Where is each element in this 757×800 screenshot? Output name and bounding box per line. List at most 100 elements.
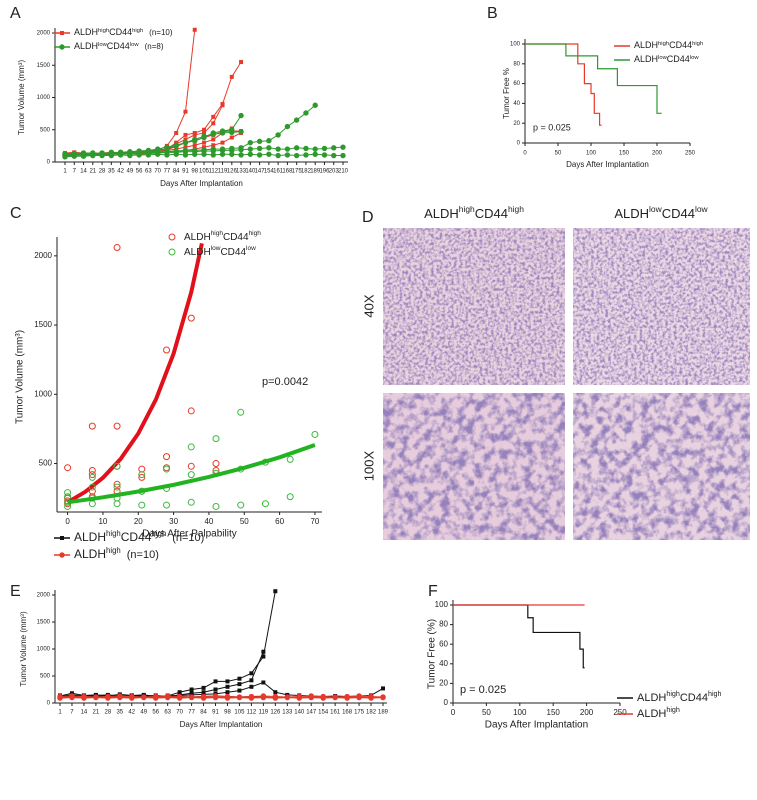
x-tick-label: 40 [204,517,213,526]
marker [225,684,230,689]
marker [64,502,72,510]
marker [88,473,96,481]
y-tick-label: 80 [439,620,448,629]
y-tick-label: 1500 [37,620,51,626]
marker [312,146,318,152]
y-tick-label: 1000 [37,95,51,101]
marker [213,687,218,692]
x-tick-label: 0 [523,151,527,157]
y-axis-title: Tumor Volume (mm³) [17,60,26,136]
x-tick-label: 98 [191,169,198,175]
x-tick-label: 56 [152,710,159,716]
x-tick-label: 35 [116,710,123,716]
marker [64,489,72,497]
x-axis-title: Days After Implantation [180,720,263,729]
panel-letter: A [10,5,21,22]
y-tick-label: 80 [513,61,520,67]
marker [229,129,235,136]
marker [381,686,385,691]
series-line [59,591,276,698]
marker [311,430,319,438]
x-tick-label: 112 [247,710,257,716]
x-tick-label: 196 [319,169,330,175]
marker [273,690,278,695]
marker [88,483,96,491]
x-tick-label: 200 [580,708,594,717]
column-label: ALDHlowCD44low [614,204,708,221]
marker [62,150,68,157]
y-tick-label: 2000 [37,31,51,37]
y-tick-label: 100 [435,600,449,609]
y-tick-label: 1000 [37,647,51,653]
marker [256,138,263,145]
series-line [64,104,316,156]
x-tick-label: 175 [292,169,303,175]
marker [249,684,254,689]
marker [187,471,195,479]
marker [247,151,254,157]
x-tick-label: 112 [208,169,218,175]
x-tick-label: 50 [240,517,249,526]
marker [261,654,266,659]
x-tick-label: 35 [108,169,115,175]
x-tick-label: 91 [182,169,189,175]
chart: 0 500 1000 1500 2000 1 7 14 21 28 35 42 49 56 63 70 77 84… [19,529,389,730]
marker [368,693,374,700]
x-tick-label: 7 [70,710,74,716]
marker [187,443,195,451]
marker [88,422,96,430]
marker [321,145,328,152]
marker [266,145,272,151]
y-tick-label: 1000 [34,389,52,398]
marker [145,152,152,158]
marker [183,145,188,150]
x-tick-label: 49 [140,710,147,716]
x-tick-label: 1 [58,710,62,716]
marker [164,152,170,158]
legend-label: ALDHlowCD44low [74,41,139,51]
legend-label: ALDHhigh [74,546,121,562]
marker [176,693,183,700]
marker [266,138,272,144]
x-tick-label: 70 [176,710,183,716]
marker [261,500,269,508]
marker [183,137,188,142]
marker [272,693,279,700]
marker [356,693,362,699]
marker [303,152,309,158]
marker [286,455,294,463]
marker [284,694,290,700]
marker [238,112,244,119]
marker [113,422,121,430]
x-tick-label: 84 [200,710,207,716]
y-tick-label: 20 [513,121,520,127]
marker [113,244,121,252]
marker [183,109,188,114]
marker [332,694,338,700]
marker [202,140,206,145]
marker [224,693,231,700]
marker [212,693,219,699]
marker [225,690,230,695]
marker [163,346,171,354]
legend-label: ALDHlowCD44low [634,54,699,64]
chart: 0 20 40 60 80 100 0 50 100 150 200 250 Days After Im… [427,600,722,731]
x-tick-label: 7 [73,169,77,175]
marker [187,407,195,415]
marker [237,501,245,509]
marker [57,693,63,700]
fit-curve [67,443,316,505]
y-tick-label: 2000 [37,593,51,599]
marker [88,466,96,474]
x-tick-label: 63 [164,710,171,716]
marker [90,150,96,156]
y-tick-label: 2000 [34,251,52,260]
marker [275,146,281,152]
x-tick-label: 119 [218,169,228,175]
x-tick-label: 140 [245,169,256,175]
y-tick-label: 60 [439,639,448,648]
marker [201,133,207,139]
chart: 0 20 40 60 80 100 0 50 100 150 200 250 Days After Im… [502,39,703,169]
marker [163,453,171,461]
